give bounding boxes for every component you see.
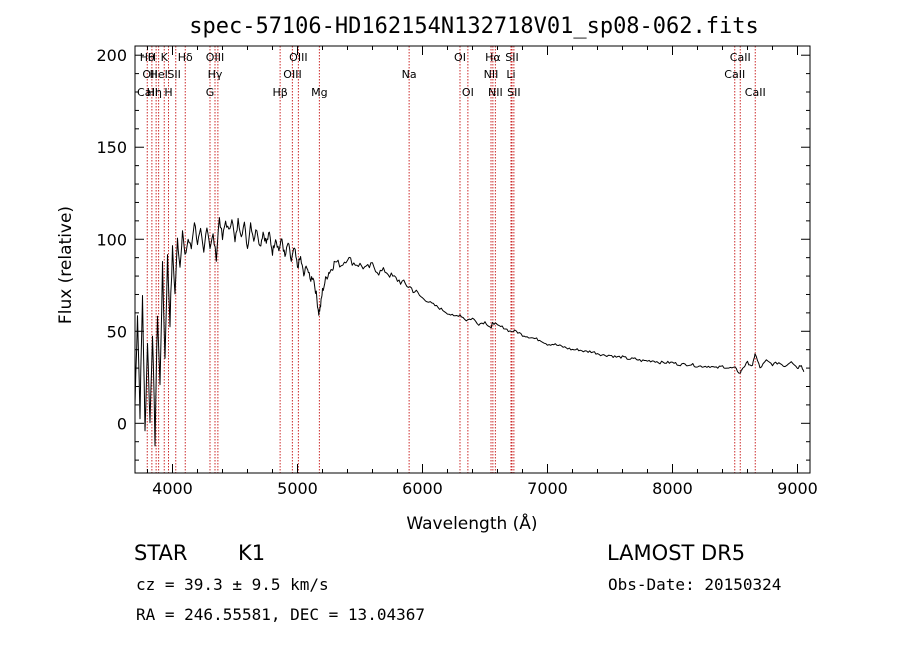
y-tick-label: 200 (96, 46, 127, 65)
spectral-line-label: Hθ (140, 51, 155, 64)
spectral-line-label: OIII (206, 51, 224, 64)
spectral-line-label: OII (142, 68, 157, 81)
spectral-line-label: CaII (137, 86, 158, 99)
object-class: STAR (134, 541, 188, 565)
spectral-line-label: HeI (150, 68, 168, 81)
spectral-line-label: NII (488, 86, 503, 99)
spectral-line-label: Hβ (272, 86, 287, 99)
survey-label: LAMOST DR5 (607, 541, 746, 565)
chart-title: spec-57106-HD162154N132718V01_sp08-062.f… (189, 14, 759, 39)
spectral-line-label: OIII (283, 68, 301, 81)
x-tick-label: 9000 (777, 479, 818, 498)
spectral-line-label: H (164, 86, 172, 99)
spectral-line-label: Na (402, 68, 417, 81)
x-axis-label: Wavelength (Å) (406, 512, 537, 534)
spectrum-line (134, 217, 805, 447)
spectral-line-label: Hα (485, 51, 501, 64)
spectral-line-label: Mg (311, 86, 327, 99)
spectral-line-label: SII (167, 68, 180, 81)
x-tick-label: 5000 (277, 479, 318, 498)
x-tick-label: 4000 (152, 479, 193, 498)
spectral-line-label: NII (484, 68, 499, 81)
spectral-line-label: Hγ (208, 68, 223, 81)
plot-frame (134, 45, 811, 474)
spectral-line-label: CaII (724, 68, 745, 81)
spectral-line-label: OIII (289, 51, 307, 64)
y-tick-label: 150 (96, 138, 127, 157)
spectral-line-label: Hδ (178, 51, 193, 64)
spectral-line-label: Hη (147, 86, 162, 99)
spectral-line-label: G (206, 86, 215, 99)
redshift-velocity: cz = 39.3 ± 9.5 km/s (136, 575, 329, 594)
y-tick-label: 100 (96, 230, 127, 249)
x-tick-label: 7000 (527, 479, 568, 498)
spectral-line-label: SII (507, 86, 520, 99)
spectral-line-label: CaII (730, 51, 751, 64)
sky-coordinates: RA = 246.55581, DEC = 13.04367 (136, 605, 425, 624)
spectral-line-label: SII (505, 51, 518, 64)
spectral-line-label: CaII (745, 86, 766, 99)
spectral-line-label: OI (462, 86, 474, 99)
spectral-subclass: K1 (238, 541, 266, 565)
spectral-line-label: K (161, 51, 169, 64)
observation-date: Obs-Date: 20150324 (608, 575, 782, 594)
y-axis-label: Flux (relative) (56, 206, 76, 324)
y-tick-label: 50 (107, 322, 127, 341)
x-tick-label: 6000 (402, 479, 443, 498)
x-tick-label: 8000 (652, 479, 693, 498)
y-tick-label: 0 (117, 414, 127, 433)
spectral-line-label: OI (454, 51, 466, 64)
spectral-line-label: H (148, 51, 156, 64)
spectral-line-label: Li (506, 68, 515, 81)
